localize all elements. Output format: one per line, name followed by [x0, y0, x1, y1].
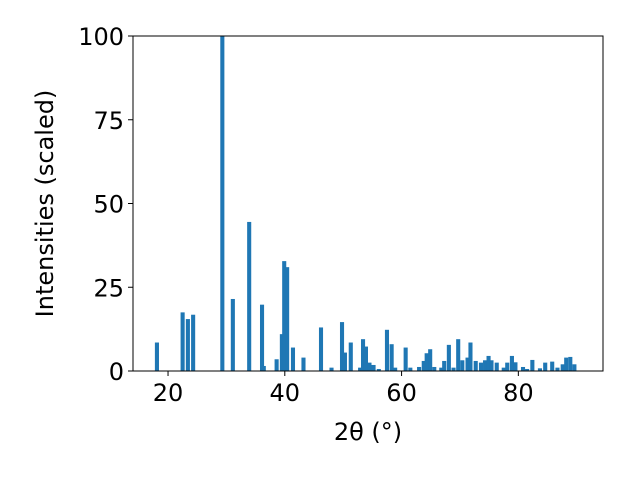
- bar: [259, 304, 265, 371]
- bar: [543, 362, 548, 372]
- bar: [342, 352, 347, 371]
- y-axis-ticks: 0 25 50 75 100: [78, 23, 133, 386]
- bar: [230, 298, 235, 371]
- bar: [442, 360, 447, 371]
- bar: [290, 347, 296, 371]
- bar: [389, 344, 394, 371]
- bar: [505, 362, 510, 372]
- x-tick-label: 60: [386, 379, 417, 407]
- bar: [393, 367, 398, 371]
- bar: [560, 364, 565, 371]
- bar: [537, 368, 542, 371]
- bar: [460, 360, 465, 371]
- bar: [572, 364, 577, 371]
- bar: [468, 342, 473, 371]
- y-tick-label: 75: [93, 107, 124, 135]
- bar: [421, 360, 426, 371]
- bar: [473, 360, 478, 371]
- y-tick-label: 0: [109, 358, 124, 386]
- bar: [185, 319, 190, 371]
- bar: [384, 329, 390, 371]
- bar: [451, 367, 456, 371]
- bar: [439, 367, 444, 371]
- bar: [261, 365, 266, 371]
- bar: [348, 342, 353, 371]
- bar: [220, 36, 225, 371]
- bar: [494, 362, 499, 372]
- bar: [367, 362, 372, 372]
- y-axis-label: Intensities (scaled): [31, 90, 59, 318]
- y-tick-label: 50: [93, 191, 124, 219]
- bar: [564, 357, 569, 371]
- bar: [376, 368, 381, 371]
- bar: [513, 362, 518, 371]
- bar: [371, 364, 376, 371]
- bar: [432, 366, 437, 371]
- bar: [360, 339, 366, 371]
- bar: [285, 267, 290, 371]
- bar: [446, 344, 451, 371]
- bar: [154, 342, 159, 371]
- bar: [274, 359, 279, 371]
- bar: [424, 353, 429, 371]
- x-axis-label: 2θ (°): [334, 418, 402, 446]
- bar: [568, 356, 573, 371]
- bar: [501, 367, 506, 371]
- bar: [520, 366, 526, 371]
- bar: [489, 360, 494, 371]
- x-tick-label: 80: [503, 379, 534, 407]
- bar: [417, 366, 422, 371]
- bar: [486, 355, 491, 371]
- bar: [483, 360, 488, 371]
- bar: [301, 357, 306, 371]
- bar: [509, 355, 514, 371]
- bars-group: [154, 36, 577, 372]
- bar: [339, 322, 345, 371]
- y-tick-label: 25: [93, 274, 124, 302]
- bar: [456, 339, 461, 371]
- y-tick-label: 100: [78, 23, 124, 51]
- x-tick-label: 20: [153, 379, 184, 407]
- bar: [358, 367, 363, 371]
- bar: [555, 367, 560, 371]
- bar: [180, 312, 185, 372]
- bar: [247, 221, 252, 371]
- bar: [408, 367, 413, 371]
- x-axis-ticks: 20 40 60 80: [153, 371, 534, 407]
- bar: [329, 367, 334, 371]
- bar: [403, 347, 408, 371]
- bar: [363, 346, 368, 371]
- bar: [550, 361, 555, 371]
- x-tick-label: 40: [270, 379, 301, 407]
- bar: [530, 359, 535, 371]
- bar: [191, 314, 196, 371]
- bar: [318, 327, 324, 371]
- bar: [279, 334, 284, 371]
- bar: [465, 357, 470, 371]
- bar: [428, 349, 433, 371]
- bar: [282, 261, 287, 371]
- bar: [478, 362, 484, 372]
- bar: [525, 368, 530, 371]
- plot-frame: [132, 35, 604, 372]
